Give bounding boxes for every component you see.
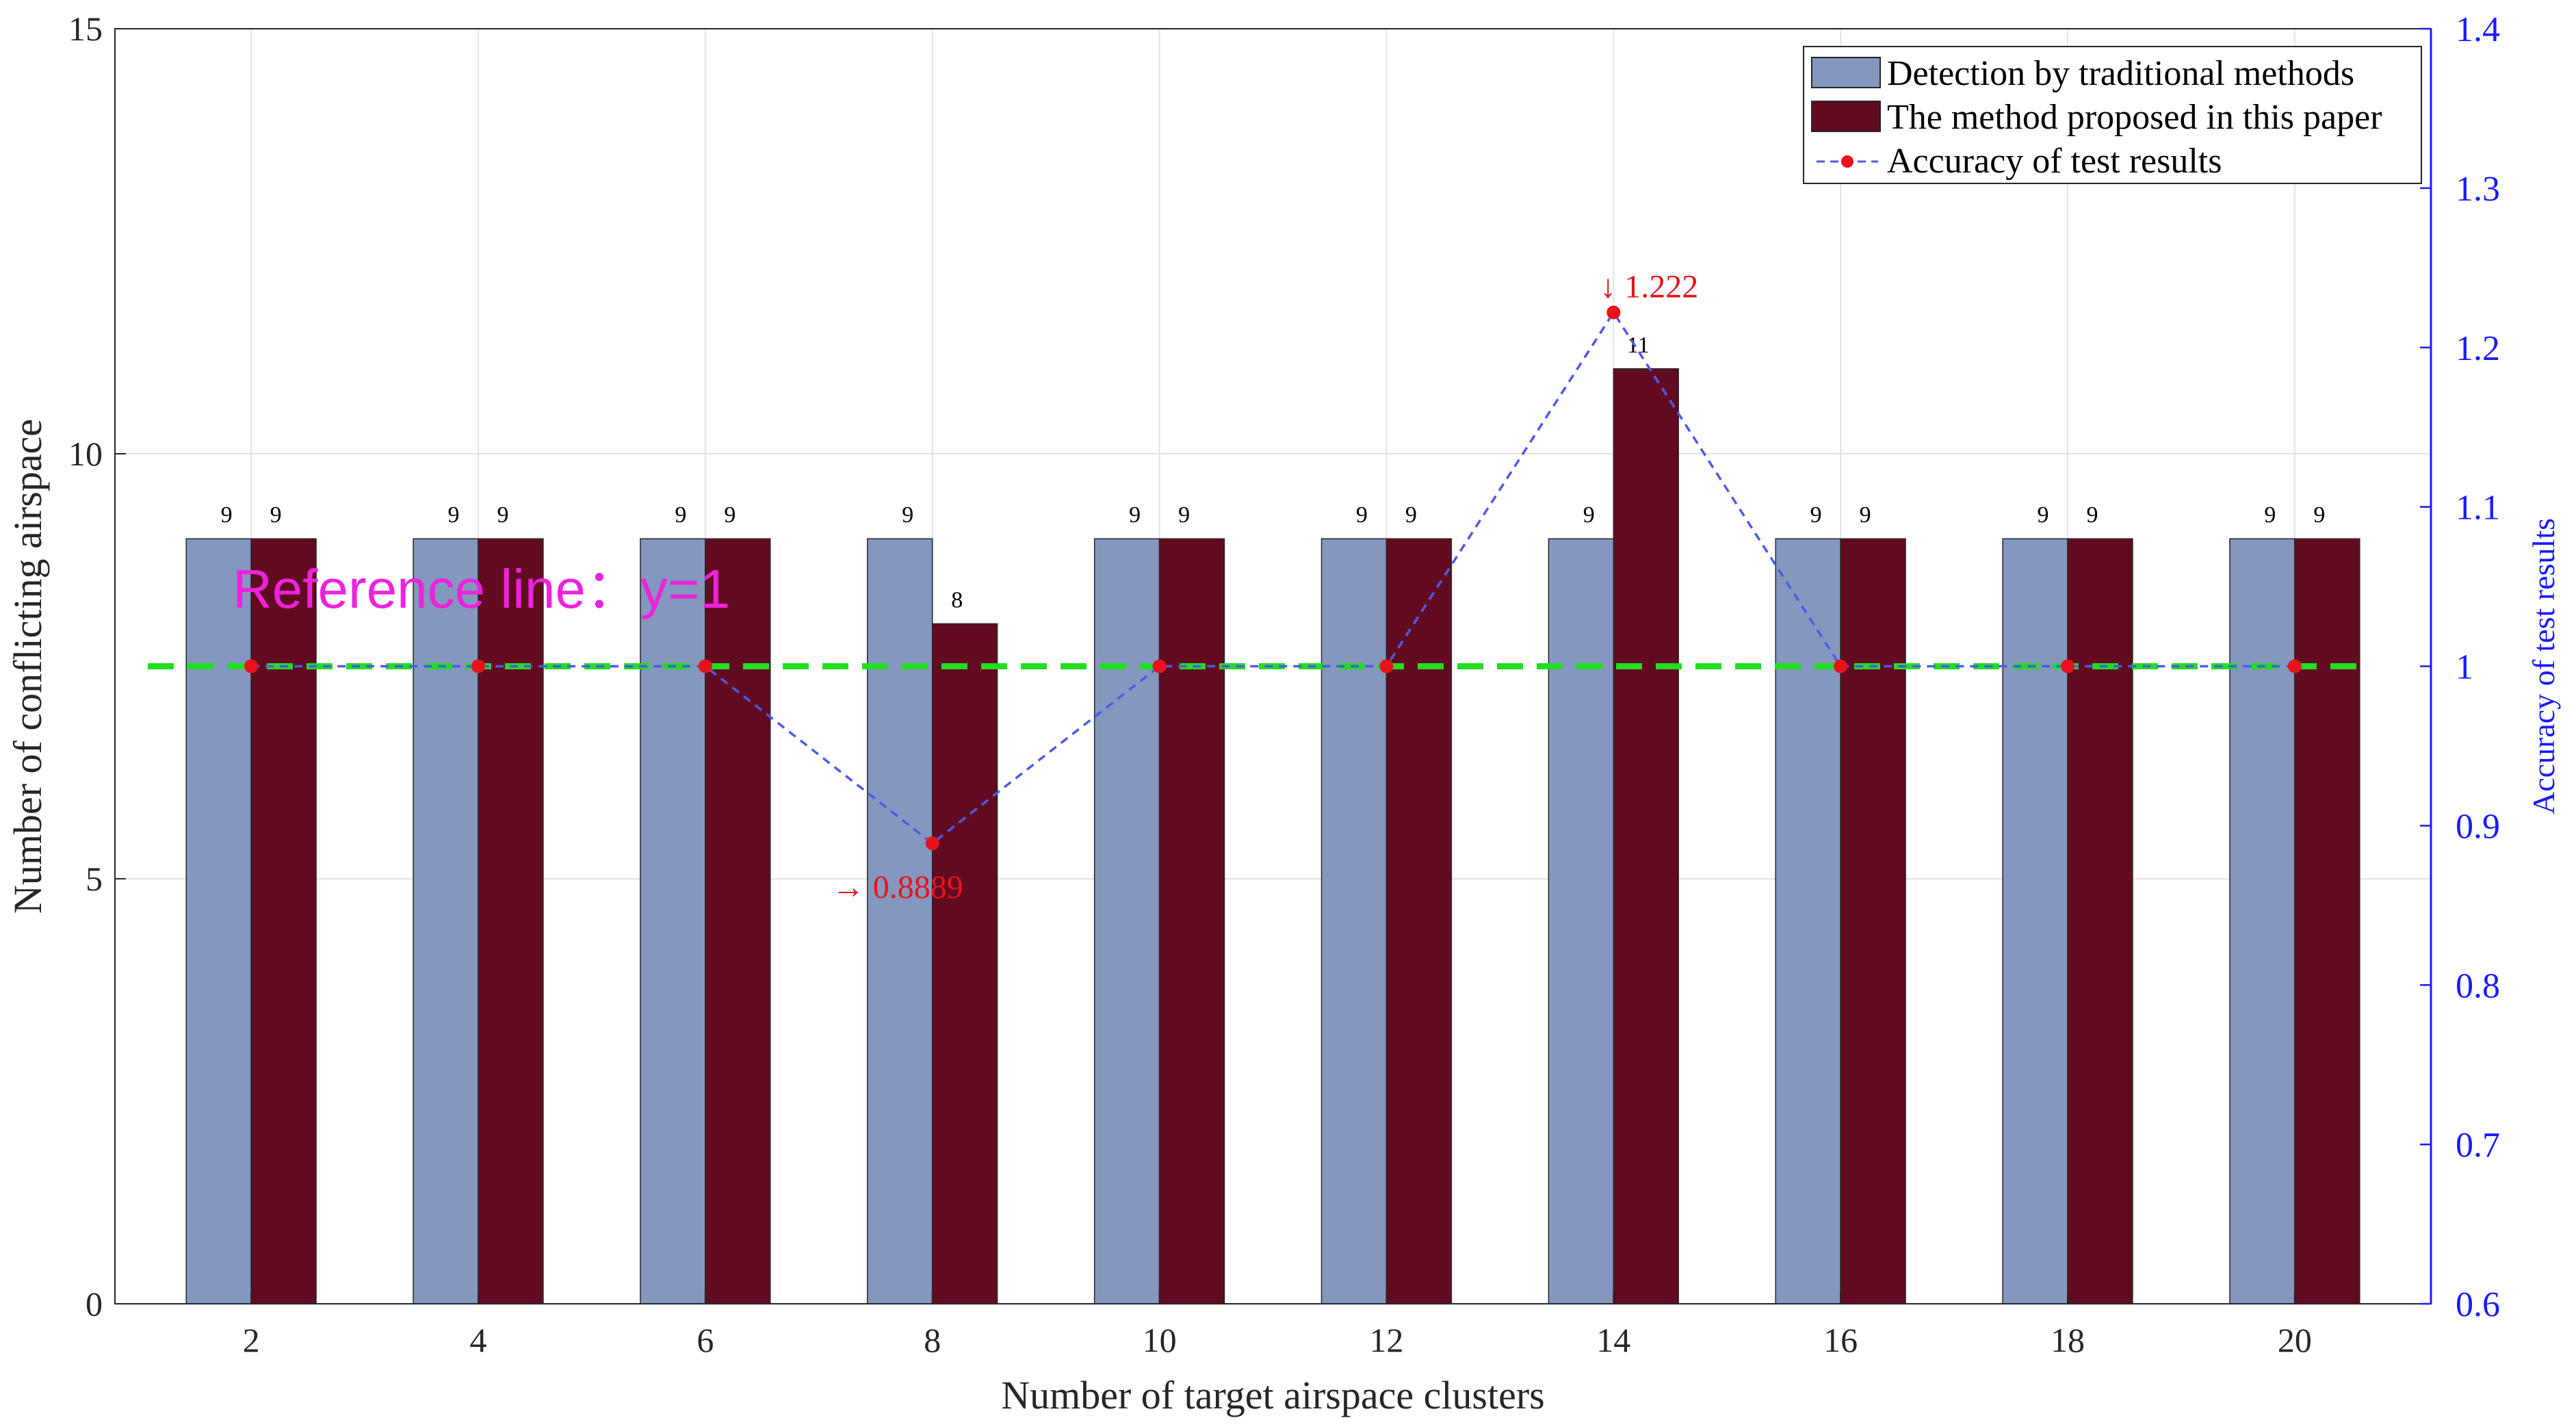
legend-swatch-traditional [1811,57,1881,88]
accuracy-marker-18 [2061,659,2075,673]
y-right-tick-label-1.1: 1.1 [2456,489,2500,528]
x-axis-title: Number of target airspace clusters [1001,1373,1545,1417]
bar-label-series1-10: 9 [1129,502,1141,528]
y-right-tick-label-1.3: 1.3 [2456,170,2500,209]
bar-label-series2-12: 9 [1405,502,1417,528]
accuracy-series [244,305,2302,851]
accuracy-marker-14 [1606,305,1621,320]
bar-series2-20 [2294,538,2360,1304]
y-axis-right-title: Accuracy of test results [2526,518,2561,814]
x-tick-label-10: 10 [1143,1321,1177,1359]
bar-label-series2-18: 9 [2087,502,2098,528]
bar-label-series2-2: 9 [270,502,282,528]
x-tick-label-12: 12 [1369,1321,1403,1359]
y-right-tick-label-0.9: 0.9 [2456,807,2500,846]
bar-label-series1-4: 9 [447,502,459,528]
y-right-tick-label-0.6: 0.6 [2456,1285,2500,1324]
x-tick-label-16: 16 [1823,1321,1858,1359]
y-axis-title: Number of conflicting airspace [5,419,50,914]
y-tick-label-0: 0 [86,1285,103,1323]
bar-series2-14 [1613,368,1679,1304]
bar-series1-12 [1320,538,1388,1304]
bar-label-series2-4: 9 [497,502,508,528]
annotation-8: → 0.8889 [832,869,963,905]
legend-box [1803,46,2422,184]
bar-series1-14 [1548,538,1615,1304]
bar-series1-18 [2002,538,2068,1304]
bar-label-series2-20: 9 [2313,502,2325,528]
bar-series2-12 [1385,538,1453,1304]
bar-label-series1-12: 9 [1356,502,1368,528]
bar-label-series1-6: 9 [675,502,686,528]
bar-series2-6 [705,538,771,1304]
accuracy-marker-20 [2287,659,2302,673]
y-right-tick-label-1.4: 1.4 [2456,10,2500,49]
x-tick-label-4: 4 [469,1321,486,1359]
bar-series2-18 [2067,538,2133,1304]
accuracy-marker-2 [244,659,259,673]
x-tick-label-2: 2 [243,1321,260,1359]
bar-label-series2-16: 9 [1860,502,1871,528]
bar-series2-4 [478,538,544,1304]
accuracy-marker-8 [925,836,939,851]
legend-swatch-proposed [1811,101,1881,132]
bar-series1-4 [413,538,479,1304]
bar-label-series1-8: 9 [902,502,913,528]
y-tick-label-10: 10 [68,435,103,473]
bar-series1-8 [867,538,933,1304]
accuracy-marker-10 [1152,659,1167,673]
bar-label-series2-8: 8 [951,587,963,613]
bar-label-series1-20: 9 [2264,502,2276,528]
y-right-tick-label-0.8: 0.8 [2456,966,2500,1005]
bar-series1-6 [640,538,706,1304]
y-right-tick-label-0.7: 0.7 [2456,1126,2500,1165]
accuracy-marker-4 [471,659,485,673]
accuracy-marker-16 [1834,659,1848,673]
legend-label-proposed: The method proposed in this paper [1887,98,2382,137]
bar-label-series1-14: 9 [1583,502,1595,528]
legend-swatch-accuracy-marker [1841,155,1853,168]
annotations: → 0.8889 ↓ 1.222 [832,269,1699,906]
axes: 0 5 10 15 0.6 0.7 0.8 0.9 1 1.1 1.2 1.3 1.4 2 4 6 8 10 12 1… [68,10,2500,1359]
x-tick-label-18: 18 [2051,1321,2085,1359]
x-tick-label-14: 14 [1596,1321,1630,1359]
legend-label-accuracy: Accuracy of test results [1887,142,2222,181]
reference-line-label: Reference line：y=1 [233,558,730,619]
accuracy-marker-12 [1379,659,1394,673]
annotation-14: ↓ 1.222 [1600,269,1698,305]
legend: Detection by traditional methods The met… [1803,46,2422,184]
y-right-tick-label-1: 1 [2456,648,2473,687]
bar-series1-10 [1093,538,1160,1304]
y-right-tick-label-1.2: 1.2 [2456,329,2500,368]
bar-series1-16 [1775,538,1841,1304]
x-tick-label-8: 8 [924,1321,941,1359]
bar-series2-8 [931,623,998,1304]
bar-series2-10 [1158,538,1225,1304]
bar-label-series1-16: 9 [1810,502,1822,528]
bar-label-series2-6: 9 [724,502,736,528]
x-tick-label-6: 6 [697,1321,714,1359]
bar-label-series1-2: 9 [221,502,233,528]
y-tick-label-15: 15 [68,10,103,48]
bar-labels: 9 9 9 9 9 9 9 9 9 9 9 9 9 8 9 9 11 9 9 9 [221,333,2326,613]
bar-label-series2-14: 11 [1627,333,1650,358]
legend-label-traditional: Detection by traditional methods [1887,54,2354,93]
accuracy-marker-6 [698,659,712,673]
bar-label-series1-18: 9 [2038,502,2049,528]
y-tick-label-5: 5 [86,860,103,898]
bar-series2-2 [250,538,317,1304]
bar-label-series2-10: 9 [1178,502,1190,528]
bar-series1-20 [2229,538,2295,1304]
x-tick-label-20: 20 [2278,1321,2312,1359]
bar-series1-2 [185,538,252,1304]
bar-series2-16 [1840,538,1906,1304]
